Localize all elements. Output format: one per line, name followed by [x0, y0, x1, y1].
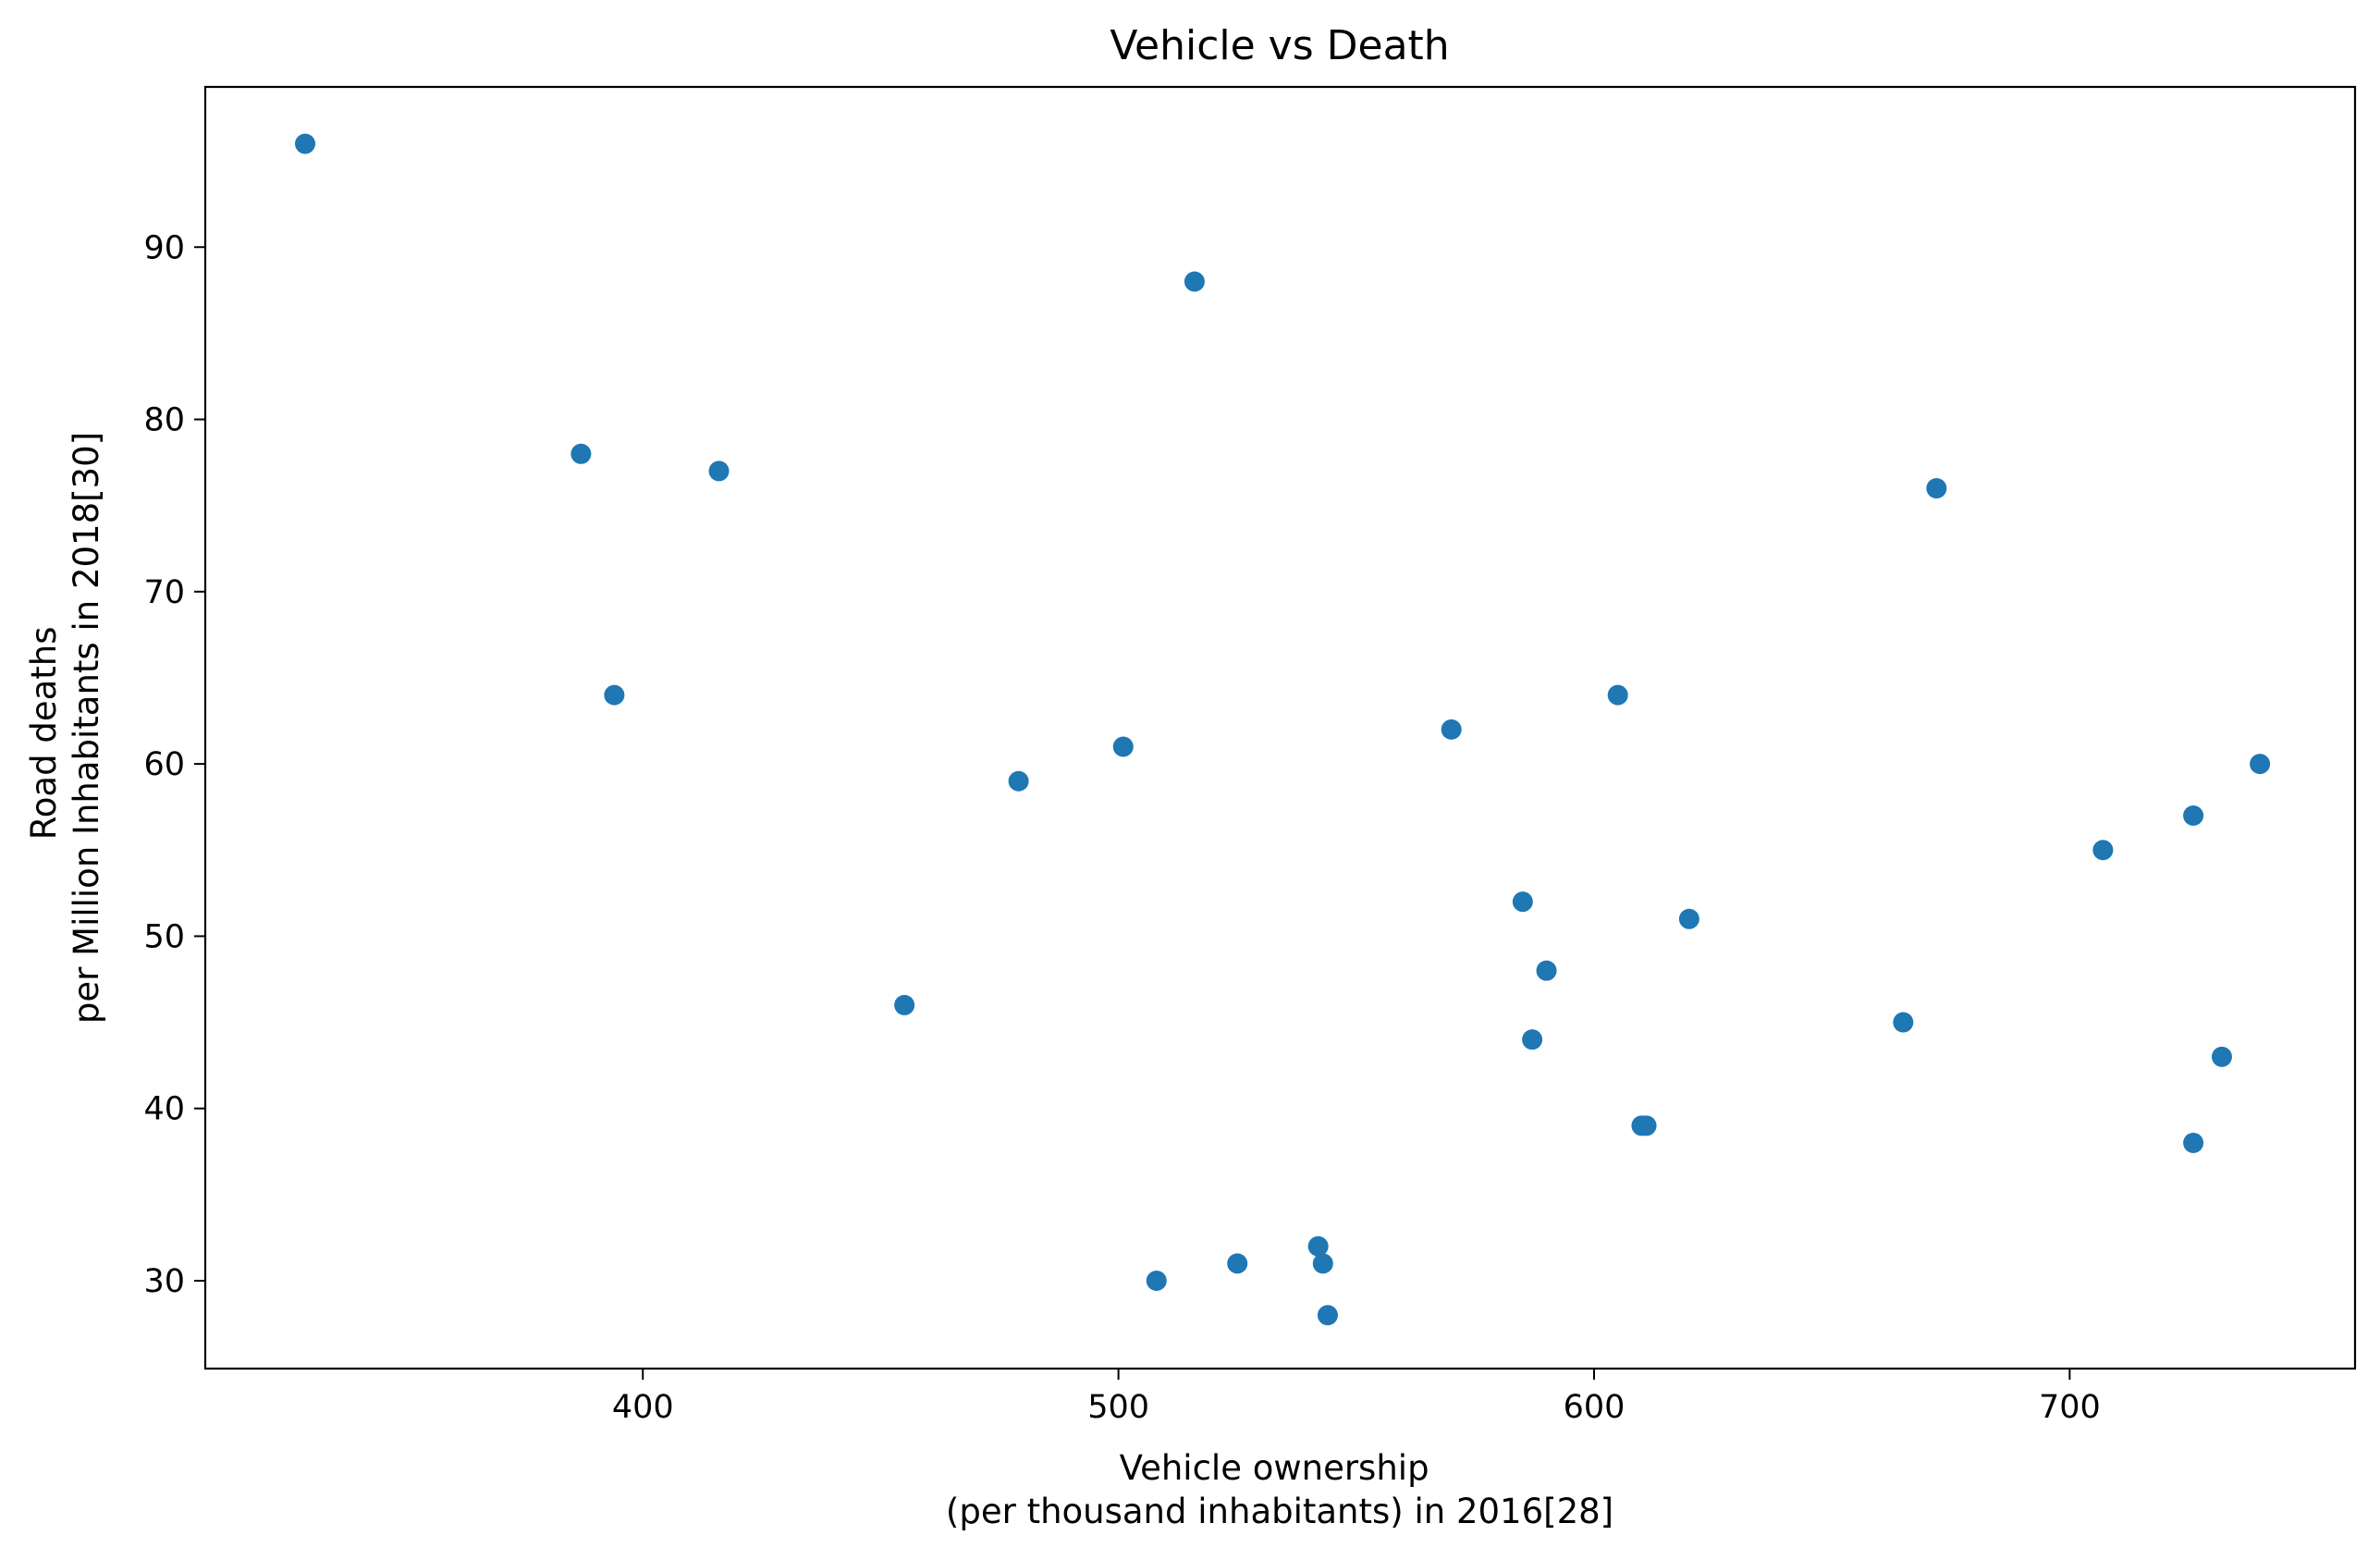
axis-ticks: 400 500 600 700 30 40 50 60 70 80 90 — [143, 229, 2100, 1426]
data-point — [2211, 1046, 2232, 1067]
data-point — [1312, 1253, 1333, 1274]
data-point — [1522, 1029, 1543, 1050]
y-axis-label-line-2: per Million Inhabitants in 2018[30] — [67, 432, 106, 1024]
data-point — [1184, 271, 1205, 292]
x-axis-label-line-1: Vehicle ownership — [1120, 1448, 1429, 1488]
data-point — [604, 684, 625, 706]
data-point — [1008, 770, 1029, 792]
data-point — [708, 461, 730, 482]
y-axis-label: Road deaths per Million Inhabitants in 2… — [24, 432, 106, 1024]
data-point — [570, 443, 592, 464]
data-point — [1636, 1115, 1657, 1136]
data-point — [1146, 1270, 1167, 1291]
y-tick-label: 70 — [143, 574, 185, 611]
data-points — [295, 133, 2271, 1326]
data-point — [1112, 736, 1134, 757]
data-point — [1317, 1305, 1338, 1326]
data-point — [1441, 719, 1462, 740]
y-tick-label: 80 — [143, 402, 185, 439]
y-tick-label: 50 — [143, 918, 185, 955]
y-tick-label: 30 — [143, 1263, 185, 1300]
data-point — [2183, 805, 2204, 827]
data-point — [1512, 891, 1533, 913]
x-axis-label-line-2: (per thousand inhabitants) in 2016[28] — [946, 1492, 1613, 1531]
plot-area-frame — [203, 85, 2357, 1370]
data-point — [2250, 754, 2271, 775]
data-point — [2183, 1132, 2204, 1153]
y-tick-label: 90 — [143, 229, 185, 266]
data-point — [295, 133, 316, 154]
data-point — [1307, 1235, 1329, 1257]
x-tick-label: 400 — [612, 1389, 674, 1426]
data-point — [1536, 960, 1557, 981]
data-point — [1678, 908, 1699, 929]
y-axis-label-line-1: Road deaths — [24, 627, 64, 841]
x-tick-label: 600 — [1564, 1389, 1626, 1426]
x-tick-label: 700 — [2039, 1389, 2101, 1426]
y-tick-label: 60 — [143, 746, 185, 783]
x-axis-label: Vehicle ownership (per thousand inhabita… — [946, 1448, 1613, 1531]
data-point — [1227, 1253, 1248, 1274]
data-point — [1607, 684, 1628, 706]
data-point — [1893, 1012, 1914, 1033]
x-tick-label: 500 — [1087, 1389, 1149, 1426]
data-point — [2092, 840, 2114, 861]
data-point — [894, 994, 915, 1015]
chart-title: Vehicle vs Death — [1110, 22, 1449, 69]
data-point — [1926, 478, 1947, 499]
y-tick-label: 40 — [143, 1091, 185, 1128]
